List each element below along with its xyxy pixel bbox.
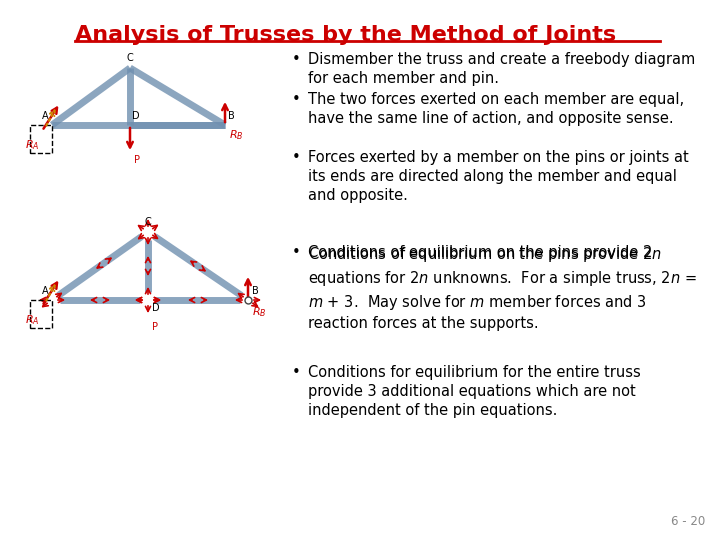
Text: 6 - 20: 6 - 20 (671, 515, 705, 528)
Bar (30, 300, 52, 328)
Text: •: • (292, 52, 300, 67)
Text: A: A (42, 286, 49, 296)
Text: •: • (292, 245, 300, 260)
Text: P: P (134, 155, 140, 165)
Text: Conditions for equilibrium for the entire truss
provide 3 additional equations w: Conditions for equilibrium for the entir… (308, 365, 641, 418)
Text: Forces exerted by a member on the pins or joints at
its ends are directed along : Forces exerted by a member on the pins o… (308, 150, 689, 204)
Bar (30, 125, 52, 153)
Text: C: C (127, 53, 133, 63)
Text: B: B (252, 286, 258, 296)
Text: •: • (292, 365, 300, 380)
Text: C: C (145, 217, 151, 227)
Text: $R_A$: $R_A$ (24, 313, 40, 327)
Text: D: D (152, 303, 160, 313)
Text: •: • (292, 92, 300, 107)
Text: •: • (292, 150, 300, 165)
Text: $R_B$: $R_B$ (252, 305, 266, 319)
Text: Dismember the truss and create a freebody diagram
for each member and pin.: Dismember the truss and create a freebod… (308, 52, 696, 86)
Text: A: A (42, 111, 49, 121)
Text: B: B (228, 111, 235, 121)
Text: Conditions of equilibrium on the pins provide 2: Conditions of equilibrium on the pins pr… (308, 245, 652, 260)
Text: P: P (152, 322, 158, 332)
Text: D: D (132, 111, 140, 121)
Text: Analysis of Trusses by the Method of Joints: Analysis of Trusses by the Method of Joi… (75, 25, 616, 45)
Text: Conditions of equilibrium on the pins provide 2$n$
equations for 2$n$ unknowns. : Conditions of equilibrium on the pins pr… (308, 245, 697, 331)
Text: The two forces exerted on each member are equal,
have the same line of action, a: The two forces exerted on each member ar… (308, 92, 684, 126)
Text: $R_A$: $R_A$ (24, 138, 40, 152)
Text: $R_B$: $R_B$ (229, 128, 243, 142)
